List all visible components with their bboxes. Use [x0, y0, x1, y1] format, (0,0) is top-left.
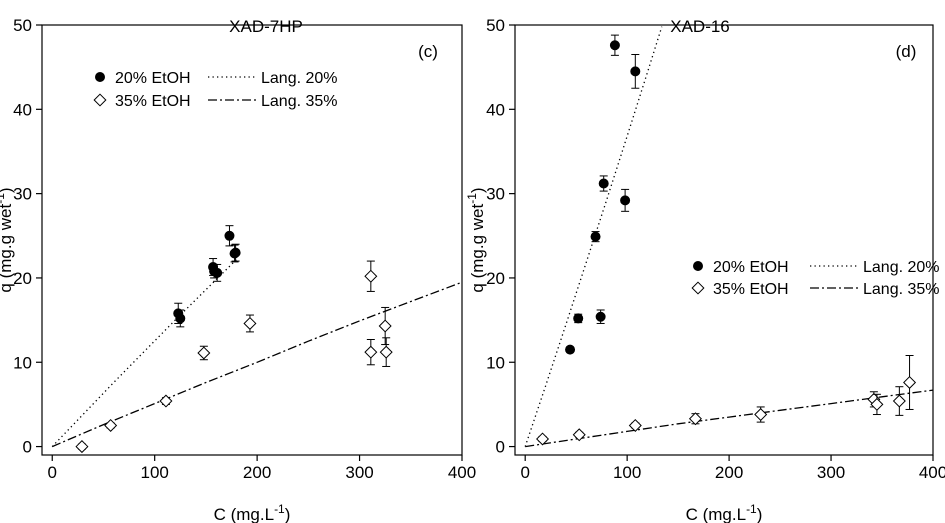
x-tick-label: 100 [613, 463, 641, 482]
plot-frame [41, 24, 463, 456]
legend-marker [691, 281, 705, 295]
y-tick-label: 50 [486, 16, 505, 35]
y-tick-label: 20 [486, 269, 505, 288]
data-point [175, 313, 186, 324]
data-point [197, 346, 211, 360]
data-point [212, 267, 223, 278]
data-point [230, 247, 241, 258]
data-point [224, 230, 235, 241]
legend-marker [95, 72, 106, 83]
legend-marker [93, 93, 107, 107]
legend-label: 35% EtOH [115, 93, 191, 110]
panel-label: (d) [896, 42, 917, 61]
data-point [572, 428, 586, 442]
y-tick-label: 10 [13, 353, 32, 372]
fit-line-dash-dot [525, 389, 933, 448]
y-axis-title: q (mg.g wet-1) [0, 187, 15, 292]
data-point [104, 418, 118, 432]
legend-label: Lang. 20% [261, 70, 338, 87]
data-point [159, 394, 173, 408]
plot-frame [514, 24, 934, 456]
panel-title: XAD-16 [670, 17, 730, 36]
panel-title: XAD-7HP [229, 17, 303, 36]
y-tick-label: 30 [13, 185, 32, 204]
x-tick-label: 0 [520, 463, 529, 482]
legend-label: 20% EtOH [115, 70, 191, 87]
legend-label: Lang. 20% [863, 259, 940, 276]
x-tick-label: 200 [243, 463, 271, 482]
x-axis-title: C (mg.L-1) [686, 502, 763, 523]
x-tick-label: 400 [919, 463, 945, 482]
y-tick-label: 40 [13, 100, 32, 119]
data-point [75, 440, 89, 454]
x-axis-title: C (mg.L-1) [214, 502, 291, 523]
legend-label: Lang. 35% [261, 93, 338, 110]
y-tick-label: 10 [486, 353, 505, 372]
y-tick-label: 50 [13, 16, 32, 35]
data-point [870, 397, 884, 411]
data-point [364, 345, 378, 359]
data-point [595, 311, 606, 322]
x-tick-label: 0 [48, 463, 57, 482]
data-point [364, 269, 378, 283]
x-tick-label: 200 [715, 463, 743, 482]
y-axis-title: q (mg.g wet-1) [465, 187, 487, 292]
legend-marker [693, 260, 704, 271]
data-point [379, 345, 393, 359]
x-tick-label: 100 [140, 463, 168, 482]
y-tick-label: 20 [13, 269, 32, 288]
fit-line-dash-dot [51, 281, 462, 448]
data-point [620, 195, 631, 206]
data-point [688, 412, 702, 426]
legend-label: 35% EtOH [713, 281, 789, 298]
panel-xad-7hp: 0 100 200 300 400 0 10 20 30 40 50 C (mg.L-1) q (mg.… [0, 16, 476, 523]
legend-label: Lang. 35% [863, 281, 940, 298]
data-point [598, 178, 609, 189]
x-tick-label: 300 [817, 463, 845, 482]
y-tick-label: 0 [496, 438, 505, 457]
data-point [609, 40, 620, 51]
data-point [628, 418, 642, 432]
y-tick-label: 0 [23, 438, 32, 457]
x-tick-label: 400 [448, 463, 476, 482]
fit-line-dotted [524, 26, 663, 447]
data-point [590, 231, 601, 242]
legend-label: 20% EtOH [713, 259, 789, 276]
data-point [565, 344, 576, 355]
y-tick-label: 30 [486, 185, 505, 204]
data-point [892, 394, 906, 408]
data-point [573, 313, 584, 324]
data-point [754, 408, 768, 422]
panel-xad-16: 0 100 200 300 400 0 10 20 30 40 50 C (mg.L-1) q (mg.… [465, 16, 945, 523]
data-point [903, 375, 917, 389]
data-point [630, 66, 641, 77]
y-tick-label: 40 [486, 100, 505, 119]
data-point [378, 319, 392, 333]
x-tick-label: 300 [345, 463, 373, 482]
panel-label: (c) [418, 42, 438, 61]
data-point [536, 432, 550, 446]
data-point [243, 316, 257, 330]
